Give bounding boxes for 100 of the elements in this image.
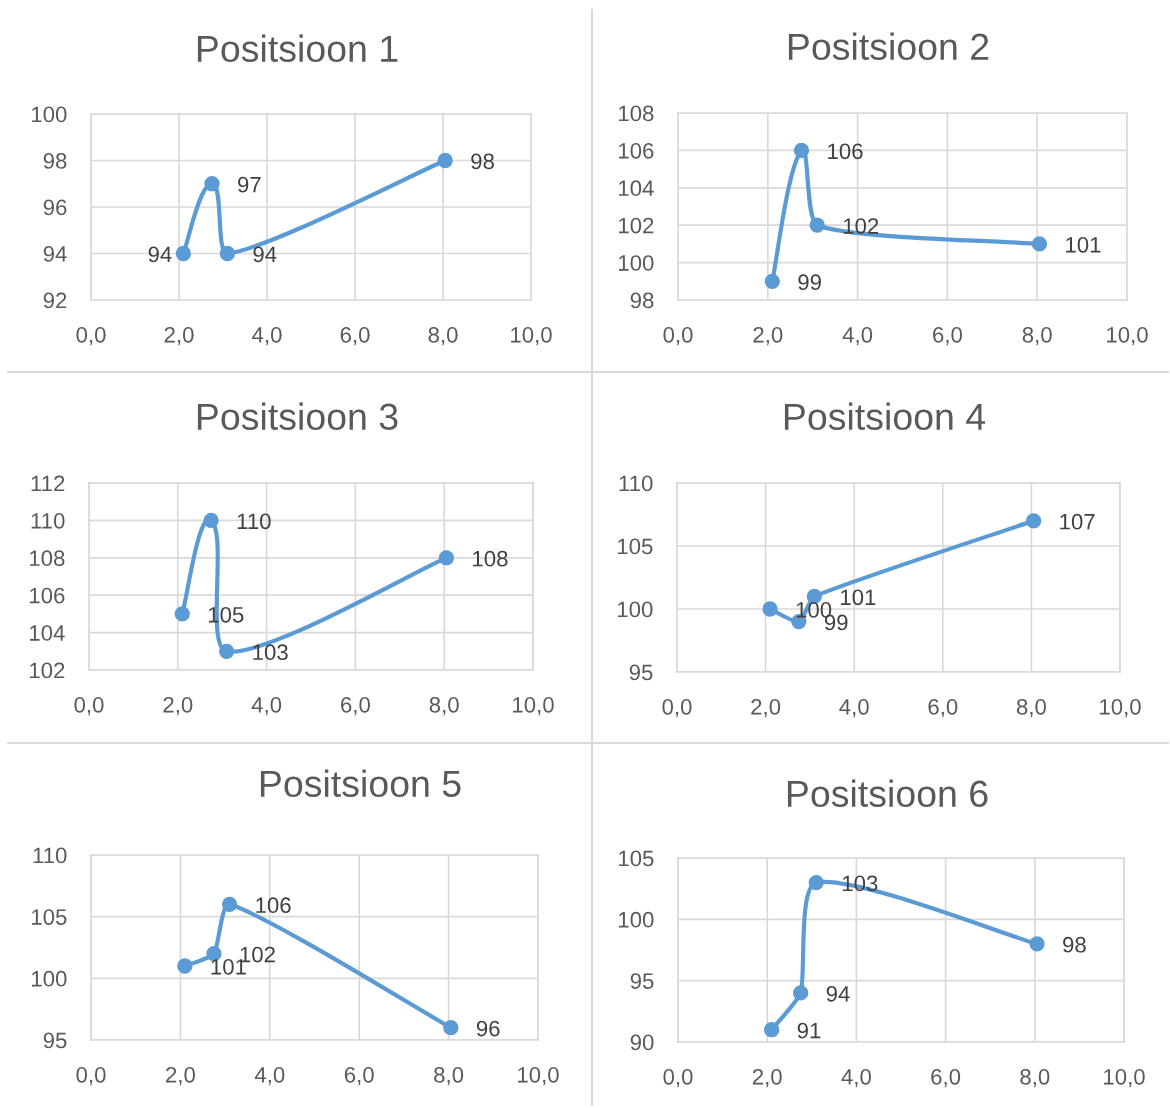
y-tick-label: 100 bbox=[619, 911, 654, 928]
data-label: 106 bbox=[256, 897, 291, 914]
x-tick-label: 0,0 bbox=[662, 698, 692, 718]
y-tick-label: 98 bbox=[43, 153, 67, 169]
x-tick-label: 6,0 bbox=[340, 326, 370, 346]
point bbox=[203, 512, 219, 529]
chart-title: Positsioon 2 bbox=[788, 32, 989, 61]
point bbox=[221, 896, 238, 912]
point bbox=[809, 217, 825, 233]
data-label: 101 bbox=[1066, 236, 1101, 253]
x-tick-label: 8,0 bbox=[428, 326, 458, 346]
y-tick-label: 100 bbox=[32, 106, 67, 123]
x-tick-label: 4,0 bbox=[839, 698, 869, 718]
x-tick-label: 4,0 bbox=[254, 1066, 285, 1086]
y-tick-label: 100 bbox=[618, 601, 653, 618]
point bbox=[762, 601, 778, 617]
x-tick-label: 2,0 bbox=[752, 1068, 782, 1088]
chart-title: Positsioon 4 bbox=[784, 402, 986, 431]
point bbox=[1025, 513, 1042, 529]
data-label: 94 bbox=[253, 246, 277, 263]
data-label: 110 bbox=[237, 513, 271, 530]
y-tick-label: 100 bbox=[32, 970, 67, 987]
y-tick-label: 106 bbox=[30, 587, 65, 604]
chart-title: Positsioon 1 bbox=[197, 34, 398, 63]
x-tick-label: 10,0 bbox=[511, 326, 552, 346]
x-tick-label: 4,0 bbox=[841, 1068, 871, 1088]
data-label: 106 bbox=[828, 143, 863, 160]
x-tick-label: 6,0 bbox=[933, 326, 962, 346]
point bbox=[174, 606, 190, 622]
x-tick-label: 2,0 bbox=[164, 326, 194, 346]
x-tick-label: 0,0 bbox=[74, 696, 104, 716]
x-tick-label: 10,0 bbox=[1104, 1068, 1145, 1088]
data-label: 101 bbox=[841, 589, 876, 606]
data-label: 97 bbox=[238, 176, 261, 193]
x-tick-label: 4,0 bbox=[251, 696, 282, 716]
data-label: 94 bbox=[148, 246, 172, 263]
y-tick-label: 108 bbox=[30, 550, 65, 567]
y-tick-label: 95 bbox=[43, 1032, 67, 1049]
x-tick-label: 4,0 bbox=[252, 326, 282, 346]
x-tick-label: 0,0 bbox=[76, 1066, 106, 1086]
y-tick-label: 92 bbox=[43, 292, 67, 309]
y-tick-label: 104 bbox=[30, 625, 65, 641]
chart-title: Positsioon 5 bbox=[260, 769, 461, 798]
point bbox=[175, 245, 192, 262]
x-tick-label: 2,0 bbox=[753, 326, 783, 346]
x-tick-label: 8,0 bbox=[1022, 326, 1052, 346]
x-tick-label: 0,0 bbox=[663, 1068, 693, 1088]
y-tick-label: 105 bbox=[32, 909, 67, 925]
x-tick-label: 6,0 bbox=[344, 1066, 374, 1086]
point bbox=[793, 985, 809, 1001]
data-label: 103 bbox=[253, 644, 288, 661]
x-tick-label: 6,0 bbox=[341, 696, 370, 716]
y-tick-label: 95 bbox=[629, 664, 653, 681]
point bbox=[204, 176, 220, 192]
data-label: 91 bbox=[797, 1022, 821, 1039]
x-tick-label: 8,0 bbox=[1020, 1068, 1050, 1088]
x-tick-label: 6,0 bbox=[931, 1068, 961, 1088]
data-label: 102 bbox=[843, 218, 879, 234]
x-tick-label: 10,0 bbox=[518, 1066, 559, 1086]
point bbox=[1031, 236, 1048, 252]
y-tick-label: 104 bbox=[619, 180, 654, 197]
point bbox=[177, 958, 193, 974]
x-tick-label: 8,0 bbox=[434, 1066, 464, 1086]
chart-title: Positsioon 6 bbox=[787, 779, 988, 808]
data-label: 108 bbox=[473, 550, 508, 567]
x-tick-label: 10,0 bbox=[513, 696, 554, 716]
x-tick-label: 10,0 bbox=[1100, 698, 1141, 718]
y-tick-label: 96 bbox=[43, 199, 67, 216]
x-tick-label: 4,0 bbox=[842, 326, 873, 346]
y-tick-label: 105 bbox=[619, 850, 654, 867]
point bbox=[764, 1022, 780, 1038]
point bbox=[808, 874, 824, 891]
point bbox=[443, 1020, 459, 1036]
x-tick-label: 2,0 bbox=[751, 698, 781, 718]
x-tick-label: 6,0 bbox=[928, 698, 958, 718]
data-label: 107 bbox=[1060, 513, 1095, 530]
y-tick-label: 112 bbox=[31, 475, 65, 492]
y-tick-label: 102 bbox=[30, 662, 65, 679]
x-tick-label: 0,0 bbox=[76, 326, 106, 346]
point bbox=[793, 142, 810, 159]
y-tick-label: 106 bbox=[619, 142, 654, 159]
data-label: 98 bbox=[1063, 936, 1086, 953]
y-tick-label: 95 bbox=[630, 973, 654, 989]
y-tick-label: 102 bbox=[619, 217, 654, 234]
data-label: 94 bbox=[826, 985, 850, 1002]
y-tick-label: 105 bbox=[618, 538, 653, 555]
point bbox=[764, 273, 780, 289]
data-label: 96 bbox=[476, 1020, 500, 1037]
chart-title: Positsioon 3 bbox=[197, 402, 398, 431]
point bbox=[219, 643, 235, 659]
x-tick-label: 2,0 bbox=[163, 696, 193, 716]
data-label: 98 bbox=[471, 153, 494, 170]
point bbox=[437, 152, 453, 169]
y-tick-label: 100 bbox=[619, 255, 654, 271]
y-tick-label: 110 bbox=[619, 475, 653, 492]
x-tick-label: 8,0 bbox=[429, 696, 459, 716]
y-tick-label: 94 bbox=[43, 246, 67, 262]
point bbox=[219, 245, 236, 262]
x-tick-label: 0,0 bbox=[663, 326, 693, 346]
y-tick-label: 108 bbox=[619, 105, 654, 122]
